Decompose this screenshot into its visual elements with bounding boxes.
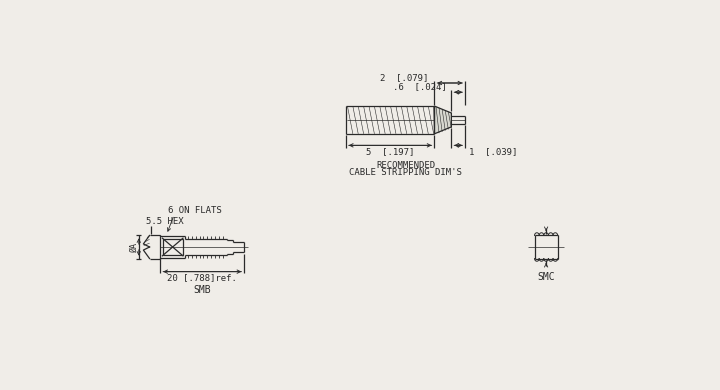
Polygon shape [434, 106, 451, 134]
Text: 1  [.039]: 1 [.039] [469, 147, 518, 156]
Text: ØA: ØA [130, 242, 139, 252]
Bar [163, 239, 183, 255]
Text: 5.5 HEX: 5.5 HEX [145, 217, 184, 226]
Text: RECOMMENDED: RECOMMENDED [376, 161, 435, 170]
Text: 2  [.079]: 2 [.079] [380, 73, 428, 82]
Text: 5  [.197]: 5 [.197] [366, 147, 415, 156]
Text: .6  [.024]: .6 [.024] [393, 82, 447, 91]
Text: 6 ON FLATS: 6 ON FLATS [168, 206, 222, 214]
Text: CABLE STRIPPING DIM'S: CABLE STRIPPING DIM'S [349, 168, 462, 177]
Text: SMB: SMB [194, 285, 211, 295]
Text: SMC: SMC [537, 272, 555, 282]
Text: 20 [.788]ref.: 20 [.788]ref. [167, 273, 237, 282]
